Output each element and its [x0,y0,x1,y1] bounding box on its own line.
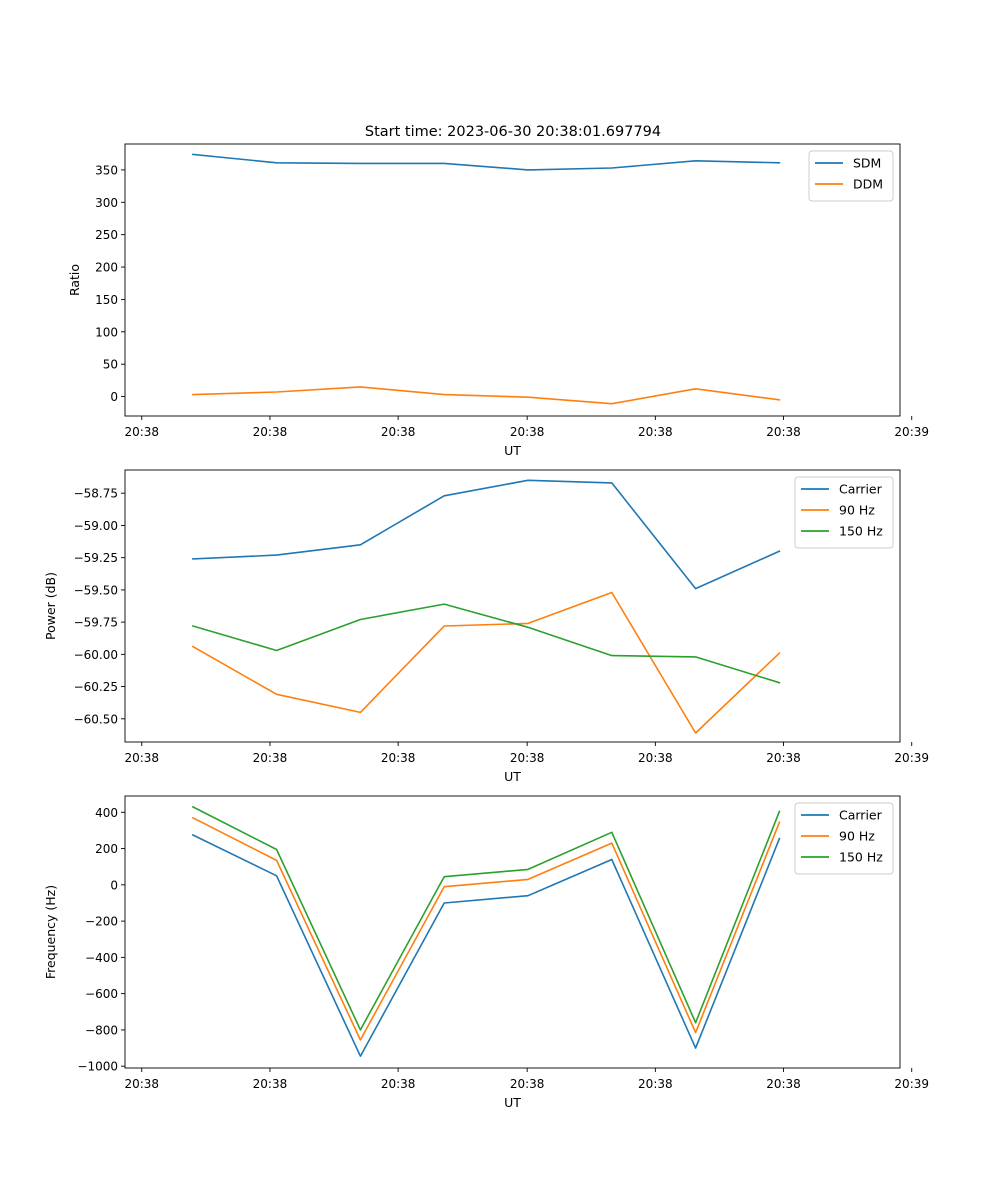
y-tick-label: −58.75 [74,487,118,501]
chart-panels: 20:38 20:38 20:38 20:38 20:38 20:38 20:39 0 50 10… [43,143,929,1110]
x-tick-label: 20:38 [124,751,159,765]
x-tick-label: 20:38 [510,1077,545,1091]
x-tick-label: 20:38 [766,425,801,439]
chart-panel-1: 20:38 20:38 20:38 20:38 20:38 20:38 20:39 0 50 10… [67,143,929,458]
series-line-ddm [192,386,781,405]
axes-frame [124,795,901,1069]
legend: SDM DDM [808,150,894,202]
y-tick-label: 250 [95,228,118,242]
y-tick-label: −59.25 [74,551,118,565]
y-axis-label: Frequency (Hz) [43,885,58,979]
x-tick-label: 20:38 [638,751,673,765]
y-tick-label: 350 [95,163,118,177]
x-tick-label: 20:38 [381,751,416,765]
y-tick-label: −59.50 [74,583,118,597]
y-tick-label: −800 [85,1023,118,1037]
x-tick-label: 20:38 [253,751,288,765]
y-tick-label: 0 [110,878,118,892]
y-tick-label: 50 [103,358,118,372]
legend-label: 90 Hz [839,829,875,844]
x-tick-label: 20:38 [638,425,673,439]
y-axis-label: Ratio [67,264,82,296]
legend-label: SDM [853,156,881,171]
legend-label: 90 Hz [839,503,875,518]
axes-frame [124,469,901,743]
series-line-carrier [192,479,781,590]
x-tick-label: 20:38 [253,425,288,439]
x-tick-label: 20:38 [766,1077,801,1091]
y-tick-label: −400 [85,951,118,965]
chart-panel-2: 20:38 20:38 20:38 20:38 20:38 20:38 20:39 −60.5… [43,469,929,784]
y-tick-label: −60.50 [74,712,118,726]
y-tick-label: 300 [95,196,118,210]
y-tick-label: 200 [95,842,118,856]
x-tick-label: 20:38 [638,1077,673,1091]
series-line-sdm [192,153,781,171]
y-tick-label: 150 [95,293,118,307]
x-axis-label: UT [504,769,521,784]
x-tick-label: 20:38 [253,1077,288,1091]
y-tick-label: −1000 [77,1060,118,1074]
axes-frame [124,143,901,417]
series-line-carrier [191,833,781,1057]
y-tick-label: 100 [95,325,118,339]
legend-label: 150 Hz [839,850,883,865]
y-tick-label: −59.00 [74,519,118,533]
legend-label: 150 Hz [839,524,883,539]
chart-panel-3: 20:38 20:38 20:38 20:38 20:38 20:38 20:39 −1000… [43,795,929,1110]
figure-title: Start time: 2023-06-30 20:38:01.697794 [365,124,661,140]
x-tick-label: 20:38 [381,425,416,439]
legend-label: DDM [853,177,883,192]
x-tick-label: 20:38 [766,751,801,765]
x-axis-label: UT [504,1095,521,1110]
y-tick-label: 0 [110,390,118,404]
legend: Carrier 90 Hz 150 Hz [794,476,894,549]
series-line-150-hz [191,603,781,684]
series-line-150-hz [191,805,781,1031]
x-tick-label: 20:38 [510,425,545,439]
y-tick-label: −60.00 [74,648,118,662]
x-tick-label: 20:38 [124,1077,159,1091]
series-line-90-hz [191,591,781,734]
x-tick-label: 20:38 [510,751,545,765]
series-line-90-hz [191,816,781,1041]
x-tick-label: 20:38 [381,1077,416,1091]
legend-label: Carrier [839,808,883,823]
y-tick-label: 200 [95,261,118,275]
x-tick-label: 20:39 [894,751,929,765]
y-tick-label: −600 [85,987,118,1001]
x-tick-label: 20:39 [894,425,929,439]
x-tick-label: 20:39 [894,1077,929,1091]
x-tick-label: 20:38 [124,425,159,439]
x-axis-label: UT [504,443,521,458]
y-tick-label: 400 [95,806,118,820]
legend-label: Carrier [839,482,883,497]
y-tick-label: −200 [85,915,118,929]
legend: Carrier 90 Hz 150 Hz [794,802,894,875]
y-tick-label: −59.75 [74,616,118,630]
y-axis-label: Power (dB) [43,572,58,640]
y-tick-label: −60.25 [74,680,118,694]
